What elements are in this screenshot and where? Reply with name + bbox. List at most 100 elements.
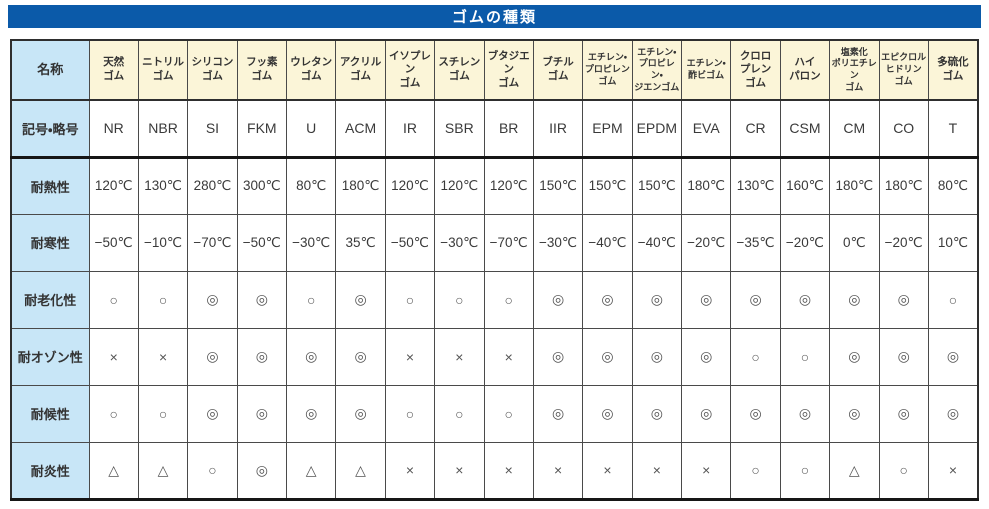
table-cell: ◎ (187, 270, 238, 329)
table-cell: ◎ (878, 384, 929, 443)
table-cell: ◎ (829, 270, 880, 329)
table-cell: ○ (927, 270, 979, 329)
row-label: 耐熱性 (10, 156, 90, 215)
table-cell: 150℃ (582, 156, 633, 215)
table-cell: ◎ (236, 270, 288, 329)
table-cell: ◎ (878, 327, 929, 386)
table-cell: ◎ (532, 384, 584, 443)
table-cell: −30℃ (532, 213, 584, 272)
table-cell: ◎ (779, 384, 831, 443)
table-cell: ○ (137, 384, 189, 443)
table-cell: ◎ (532, 327, 584, 386)
row-label: 耐炎性 (10, 441, 90, 500)
table-cell: ◎ (730, 384, 781, 443)
table-cell: SBR (434, 99, 485, 159)
table-cell: ◎ (236, 441, 288, 500)
table-cell: ◎ (631, 270, 683, 329)
table-row-3: 耐寒性 −50℃ −10℃ −70℃ −50℃ −30℃ 35℃ −50℃ −30℃ −70℃ −3… (10, 213, 979, 272)
column-header-15: ハイ パロン (779, 39, 831, 101)
table-cell: 150℃ (631, 156, 683, 215)
table-cell: −35℃ (730, 213, 781, 272)
table-cell: ○ (384, 384, 436, 443)
table-cell: −40℃ (631, 213, 683, 272)
table-cell: ◎ (680, 270, 732, 329)
table-cell: ◎ (680, 327, 732, 386)
table-cell: −50℃ (88, 213, 139, 272)
table-cell: × (384, 441, 436, 500)
table-cell: −50℃ (384, 213, 436, 272)
table-cell: ◎ (236, 327, 288, 386)
table-row-5: 耐オゾン性 × × ◎ ◎ ◎ ◎ × × × ◎ ◎ ◎ ◎ ○ ○ ◎ ◎ ◎ (10, 327, 979, 386)
column-header-14: クロロ プレン ゴム (730, 39, 781, 101)
table-cell: ○ (483, 384, 534, 443)
table-cell: ○ (779, 327, 831, 386)
page: ゴムの種類 名称 天然 ゴム ニトリル ゴム シリコン ゴム フッ素 ゴム ウレタン ゴ… (0, 5, 989, 509)
column-header-13: エチレン・ 酢ビゴム (680, 39, 732, 101)
table-body: 記号・略号 NR NBR SI FKM U ACM IR SBR BR IIR EPM EPDM EVA C… (10, 99, 979, 500)
table-cell: ◎ (582, 327, 633, 386)
table-cell: ○ (730, 327, 781, 386)
table-cell: EPDM (631, 99, 683, 159)
table-cell: ◎ (285, 384, 337, 443)
table-cell: −20℃ (779, 213, 831, 272)
table-cell: IIR (532, 99, 584, 159)
table-cell: CM (829, 99, 880, 159)
table-cell: ◎ (236, 384, 288, 443)
column-header-8: スチレン ゴム (434, 39, 485, 101)
table-cell: FKM (236, 99, 288, 159)
table-cell: 180℃ (680, 156, 732, 215)
column-header-1: 天然 ゴム (88, 39, 139, 101)
table-cell: 80℃ (285, 156, 337, 215)
table-cell: ◎ (680, 384, 732, 443)
table-cell: ○ (779, 441, 831, 500)
table-cell: −30℃ (434, 213, 485, 272)
table-cell: T (927, 99, 979, 159)
table-cell: 10℃ (927, 213, 979, 272)
table-cell: △ (88, 441, 139, 500)
row-label: 耐オゾン性 (10, 327, 90, 386)
table-cell: 120℃ (434, 156, 485, 215)
table-cell: ◎ (730, 270, 781, 329)
table-cell: × (434, 441, 485, 500)
rubber-types-table: 名称 天然 ゴム ニトリル ゴム シリコン ゴム フッ素 ゴム ウレタン ゴム アクリル … (10, 39, 979, 501)
row-label: 記号・略号 (10, 99, 90, 159)
table-cell: NBR (137, 99, 189, 159)
table-cell: 160℃ (779, 156, 831, 215)
table-cell: 150℃ (532, 156, 584, 215)
column-header-9: ブタジエン ゴム (483, 39, 534, 101)
table-cell: CSM (779, 99, 831, 159)
table-cell: U (285, 99, 337, 159)
table-cell: △ (285, 441, 337, 500)
table-cell: −30℃ (285, 213, 337, 272)
table-cell: ◎ (285, 327, 337, 386)
table-cell: ○ (878, 441, 929, 500)
table-cell: 180℃ (878, 156, 929, 215)
table-cell: 180℃ (829, 156, 880, 215)
table-cell: 130℃ (137, 156, 189, 215)
table-cell: 180℃ (335, 156, 386, 215)
table-cell: ○ (88, 384, 139, 443)
column-header-2: ニトリル ゴム (137, 39, 189, 101)
table-row-4: 耐老化性 ○ ○ ◎ ◎ ○ ◎ ○ ○ ○ ◎ ◎ ◎ ◎ ◎ ◎ ◎ ◎ ○ (10, 270, 979, 329)
column-header-5: ウレタン ゴム (285, 39, 337, 101)
table-cell: ◎ (582, 384, 633, 443)
table-cell: × (483, 441, 534, 500)
table-cell: ○ (434, 384, 485, 443)
table-cell: ○ (434, 270, 485, 329)
table-cell: ◎ (779, 270, 831, 329)
table-cell: 120℃ (483, 156, 534, 215)
table-cell: ◎ (631, 327, 683, 386)
table-cell: −40℃ (582, 213, 633, 272)
table-cell: 120℃ (88, 156, 139, 215)
column-header-11: エチレン・ プロピレン ゴム (582, 39, 633, 101)
table-cell: × (384, 327, 436, 386)
table-row-6: 耐候性 ○ ○ ◎ ◎ ◎ ◎ ○ ○ ○ ◎ ◎ ◎ ◎ ◎ ◎ ◎ ◎ ◎ (10, 384, 979, 443)
table-cell: ○ (483, 270, 534, 329)
column-header-3: シリコン ゴム (187, 39, 238, 101)
table-cell: ◎ (335, 384, 386, 443)
column-header-12: エチレン・ プロピレン・ ジエンゴム (631, 39, 683, 101)
table-cell: −20℃ (878, 213, 929, 272)
column-header-16: 塩素化 ポリエチレン ゴム (829, 39, 880, 101)
table-cell: △ (335, 441, 386, 500)
table-cell: ◎ (927, 327, 979, 386)
